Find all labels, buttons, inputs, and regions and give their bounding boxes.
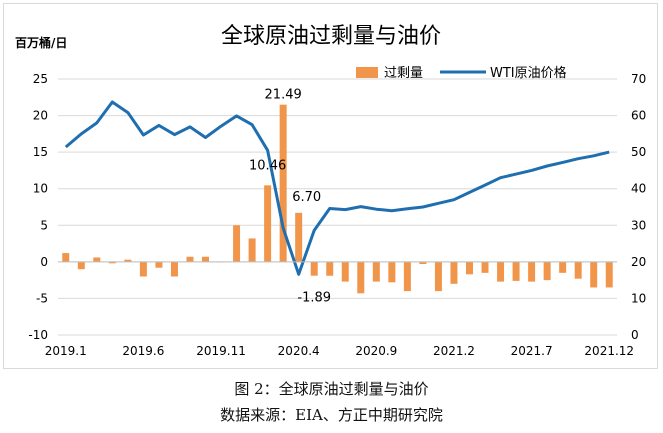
source-caption: 数据来源：EIA、方正中期研究院 (220, 406, 443, 424)
legend-label-bar: 过剩量 (384, 66, 423, 81)
bar (450, 261, 458, 284)
bar (295, 212, 303, 262)
bar (434, 261, 442, 292)
bar (186, 256, 194, 262)
y-right-tick-label: 40 (631, 182, 646, 196)
x-tick-label: 2020.9 (355, 344, 397, 358)
bar (264, 185, 272, 262)
x-tick-label: 2019.11 (196, 344, 246, 358)
y-left-tick-label: -5 (36, 291, 48, 305)
legend: 过剩量 WTI原油价格 (356, 65, 567, 81)
y-right-tick-label: 50 (631, 145, 646, 159)
bar-series (62, 104, 613, 294)
bar (279, 104, 287, 262)
bar (341, 261, 349, 282)
bar (77, 261, 85, 270)
bar (512, 261, 520, 281)
data-label: -1.89 (297, 291, 331, 306)
data-label: 21.49 (265, 88, 302, 103)
legend-swatch-bar (356, 67, 378, 78)
y-right-tick-label: 70 (631, 72, 646, 86)
grid (58, 78, 617, 336)
bar (497, 261, 505, 282)
bar (62, 253, 70, 262)
y-right-tick-label: 30 (631, 218, 646, 232)
bar (233, 225, 241, 262)
y-left-tick-label: 0 (40, 255, 48, 269)
y-right-tick-label: 60 (631, 109, 646, 123)
y-left-tick-label: 5 (40, 218, 48, 232)
bar (310, 261, 318, 276)
bar (419, 261, 427, 265)
bar (403, 261, 411, 292)
bar (124, 259, 132, 262)
x-tick-label: 2020.4 (278, 344, 320, 358)
x-tick-label: 2021.2 (433, 344, 475, 358)
y-axis-left-label: 百万桶/日 (15, 35, 67, 50)
y-right-tick-label: 20 (631, 255, 646, 269)
bar (108, 261, 116, 264)
bar (93, 257, 101, 262)
bar (202, 256, 210, 262)
y-right-tick-label: 0 (631, 328, 639, 342)
bar (528, 261, 536, 282)
data-label: 10.46 (249, 158, 286, 173)
y-left-tick-label: -10 (28, 328, 48, 342)
x-tick-label: 2019.1 (45, 344, 87, 358)
chart-svg: 全球原油过剩量与油价 百万桶/日 -10 -5 0 5 10 15 20 25 0 10 20 30 4… (15, 24, 646, 358)
bar (139, 261, 147, 277)
chart-frame (3, 3, 658, 369)
x-tick-label: 2021.7 (511, 344, 553, 358)
line-series (64, 100, 610, 276)
data-labels: 21.49 10.46 6.70 -1.89 (249, 88, 331, 306)
legend-label-line: WTI原油价格 (490, 65, 567, 81)
bar (574, 261, 582, 279)
data-label: 6.70 (292, 190, 321, 205)
bar (326, 261, 334, 276)
bar (372, 261, 380, 282)
bar (388, 261, 396, 283)
bar (543, 261, 551, 281)
axes: -10 -5 0 5 10 15 20 25 0 10 20 30 40 50 60 70 2019.1 2019… (28, 72, 646, 358)
chart-title: 全球原油过剩量与油价 (221, 24, 441, 49)
y-right-tick-label: 10 (631, 291, 646, 305)
x-tick-label: 2021.12 (584, 344, 634, 358)
figure-caption: 图 2：全球原油过剩量与油价 (234, 380, 429, 398)
bar (155, 261, 163, 268)
bar (481, 261, 489, 273)
y-left-tick-label: 25 (33, 72, 48, 86)
bar (248, 238, 256, 262)
bar (559, 261, 567, 273)
x-tick-label: 2019.6 (122, 344, 164, 358)
wti-price-line (64, 100, 610, 276)
bar (605, 261, 613, 288)
y-left-tick-label: 20 (33, 109, 48, 123)
y-left-tick-label: 15 (33, 145, 48, 159)
bar (465, 261, 473, 275)
bar (357, 261, 365, 294)
bar (590, 261, 598, 288)
y-left-tick-label: 10 (33, 182, 48, 196)
bar (170, 261, 178, 277)
